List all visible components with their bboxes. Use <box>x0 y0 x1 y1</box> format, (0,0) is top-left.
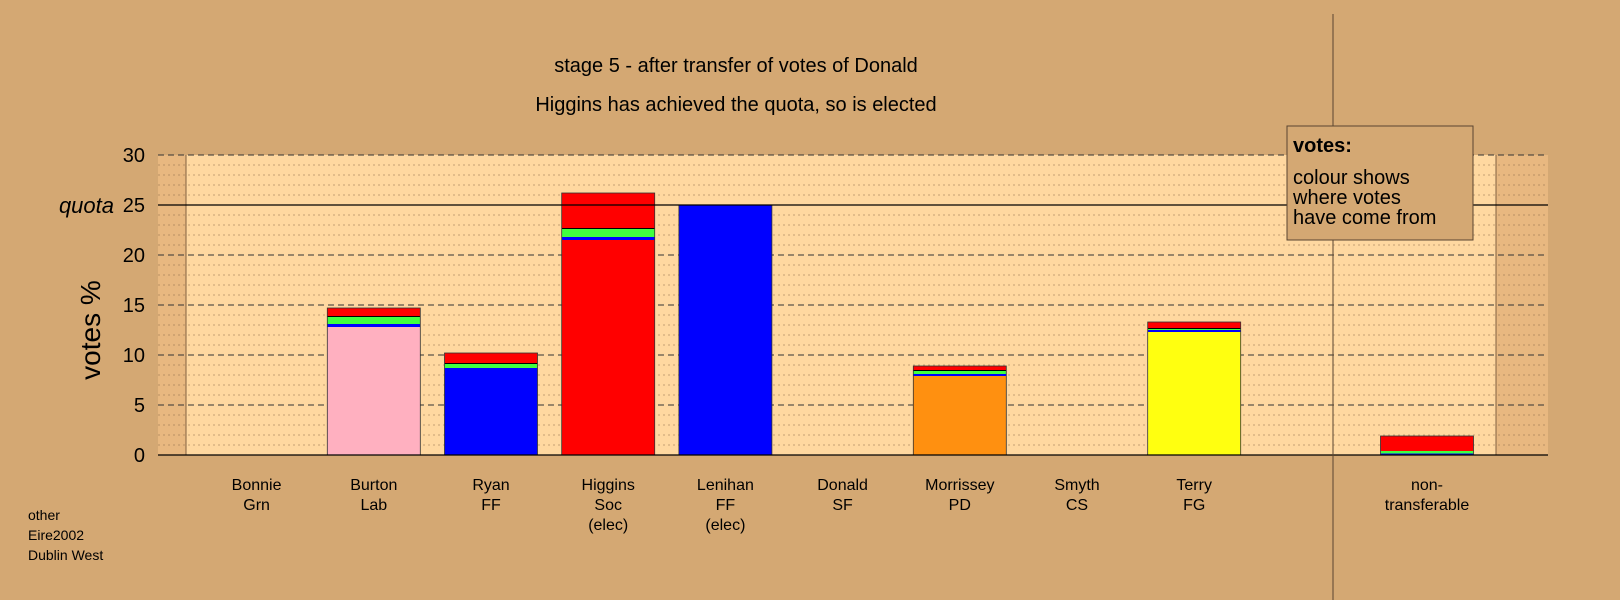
y-tick-label: 5 <box>134 395 145 417</box>
bar-segment <box>327 327 421 455</box>
x-category-label: PD <box>949 497 971 514</box>
bar-segment <box>444 368 538 377</box>
y-axis-label: votes % <box>75 280 106 380</box>
legend-line-3: have come from <box>1293 207 1436 229</box>
bar-morrissey <box>912 365 1007 456</box>
bar-segment <box>444 377 538 455</box>
y-tick-label: 25 <box>123 195 145 217</box>
bar-segment <box>561 240 655 455</box>
x-category-label: FF <box>716 497 736 514</box>
bar-segment <box>327 317 421 324</box>
footer-line-3: Dublin West <box>28 547 103 563</box>
x-category-label: Smyth <box>1054 477 1099 494</box>
bar-ryan <box>444 352 538 456</box>
bar-segment <box>444 363 538 364</box>
x-category-label: Soc <box>594 497 622 514</box>
bars-group <box>326 192 1474 456</box>
bar-lenihan <box>678 204 773 456</box>
bar-segment <box>913 370 1007 371</box>
bar-segment <box>1147 329 1241 330</box>
quota-label: quota <box>59 193 114 218</box>
bar-segment <box>1147 332 1241 455</box>
bar-segment <box>913 376 1007 455</box>
x-category-label: (elec) <box>588 517 628 534</box>
x-category-label: SF <box>832 497 853 514</box>
bar-segment <box>1380 451 1474 454</box>
bar-segment <box>913 371 1007 374</box>
bar-terry <box>1147 321 1242 456</box>
bar-segment <box>444 364 538 368</box>
legend-line-2: where votes <box>1292 187 1401 209</box>
x-category-label: Donald <box>817 477 868 494</box>
x-category-label: FF <box>481 497 501 514</box>
x-category-label: non- <box>1411 477 1443 494</box>
y-tick-label: 0 <box>134 445 145 467</box>
chart-title: stage 5 - after transfer of votes of Don… <box>554 55 918 77</box>
bar-segment <box>327 324 421 327</box>
x-category-label: transferable <box>1385 497 1470 514</box>
y-tick-label: 30 <box>123 145 145 167</box>
chart-subtitle: Higgins has achieved the quota, so is el… <box>535 94 936 116</box>
bar-higgins <box>561 192 656 456</box>
y-tick-label: 15 <box>123 295 145 317</box>
x-category-label: FG <box>1183 497 1205 514</box>
bar-burton <box>326 307 421 456</box>
x-category-label: Bonnie <box>232 477 282 494</box>
bar-segment <box>1147 322 1241 328</box>
bar-segment <box>1147 328 1241 329</box>
x-category-label: Lenihan <box>697 477 754 494</box>
bar-segment <box>561 229 655 237</box>
bar-segment <box>561 193 655 228</box>
x-category-label: Burton <box>350 477 397 494</box>
legend-title: votes: <box>1293 135 1352 157</box>
x-category-label: Morrissey <box>925 477 994 494</box>
bar-segment <box>561 237 655 240</box>
x-category-label: Grn <box>243 497 270 514</box>
bar-segment <box>327 308 421 316</box>
bar-segment <box>444 353 538 363</box>
x-category-label: CS <box>1066 497 1088 514</box>
y-tick-label: 10 <box>123 345 145 367</box>
footer-line-1: other <box>28 507 60 523</box>
bar-segment <box>1380 453 1474 455</box>
bar-segment <box>561 228 655 229</box>
bar-segment <box>1147 330 1241 332</box>
bar-segment <box>678 205 772 455</box>
x-category-label: (elec) <box>705 517 745 534</box>
bar-non-transferable <box>1380 435 1474 456</box>
x-category-label: Higgins <box>582 477 635 494</box>
x-category-label: Lab <box>360 497 387 514</box>
y-tick-label: 20 <box>123 245 145 267</box>
bar-segment <box>327 316 421 317</box>
legend-box: votes: colour shows where votes have com… <box>1286 125 1474 241</box>
bar-segment <box>913 366 1007 370</box>
bar-segment <box>913 374 1007 376</box>
y-axis-ticks: 0 5 10 15 20 25 30 <box>123 145 145 467</box>
footer-line-2: Eire2002 <box>28 527 84 543</box>
bar-segment <box>1380 436 1474 451</box>
x-axis-labels: Bonnie Grn Burton Lab Ryan FF Higgins Soc (elec)… <box>232 477 1470 534</box>
x-category-label: Terry <box>1176 477 1212 494</box>
legend-line-1: colour shows <box>1293 167 1410 189</box>
x-category-label: Ryan <box>472 477 509 494</box>
